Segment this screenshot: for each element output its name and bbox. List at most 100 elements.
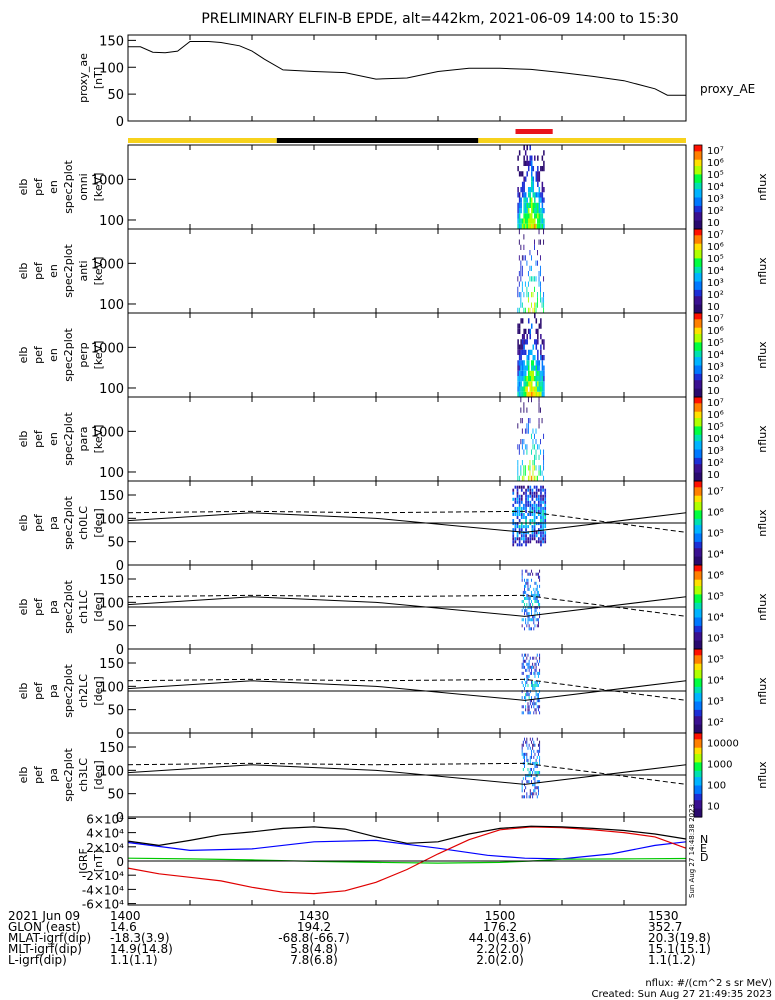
elb_pef_en_spec2plot_anti-pixel [517, 292, 519, 298]
elb_pef_pa_spec2plot_ch2LC-colorbar-cell [694, 691, 702, 694]
elb_pef_en_spec2plot_anti-pixel [534, 307, 535, 313]
elb_pef_pa_spec2plot_ch1LC-pixel [537, 618, 539, 622]
elb_pef_en_spec2plot_perp-pixel [529, 381, 531, 387]
elb_pef_pa_spec2plot_ch1LC-colorbar-tick: 10⁵ [707, 592, 724, 603]
elb_pef_pa_spec2plot_ch0LC-pixel [523, 534, 525, 538]
elb_pef_en_spec2plot_omni-ylabel-line: en [47, 180, 60, 194]
elb_pef_pa_spec2plot_ch0LC-pixel [518, 512, 521, 516]
elb_pef_en_spec2plot_anti-pixel [529, 276, 531, 282]
proxy-ae-legend: proxy_AE [700, 82, 755, 96]
elb_pef_en_spec2plot_omni-pixel [520, 218, 522, 224]
elb_pef_en_spec2plot_anti-pixel [524, 255, 526, 261]
elb_pef_en_spec2plot_omni-pixel [535, 171, 538, 177]
elb_pef_en_spec2plot_perp-colorbar-cell [694, 348, 702, 352]
elb_pef_en_spec2plot_perp-colorbar-cell [694, 363, 702, 367]
elb_pef_pa_spec2plot_ch0LC-pixel [531, 525, 534, 529]
elb_pef_en_spec2plot_para-colorbar-cell [694, 468, 702, 472]
elb_pef_pa_spec2plot_ch0LC-ytick-label: 150 [99, 489, 124, 504]
elb_pef_en_spec2plot_omni-pixel [541, 181, 544, 187]
elb_pef_en_spec2plot_omni-pixel [531, 155, 533, 161]
elb_pef_pa_spec2plot_ch1LC-pixel [534, 615, 536, 619]
elb_pef_pa_spec2plot_ch0LC-pixel [537, 512, 540, 516]
elb_pef_pa_spec2plot_ch3LC-colorbar-cell [694, 777, 702, 780]
elb_pef_pa_spec2plot_ch0LC-pixel [512, 488, 515, 492]
elb_pef_pa_spec2plot_ch2LC-colorbar-cell [694, 703, 702, 707]
elb_pef_en_spec2plot_perp-pixel [518, 355, 521, 361]
elb_pef_en_spec2plot_para-ytick-label: 1000 [91, 425, 124, 440]
elb_pef_en_spec2plot_anti-colorbar-tick: 10³ [707, 278, 724, 289]
elb_pef_en_spec2plot_anti-pixel [538, 281, 540, 287]
elb_pef_pa_spec2plot_ch0LC-pixel [537, 506, 540, 510]
elb_pef_en_spec2plot_anti-colorbar-label: nflux [756, 257, 769, 285]
elb_pef_en_spec2plot_para-pixel [527, 428, 529, 434]
elb_pef_en_spec2plot_para-pixel [541, 470, 543, 476]
elb_pef_en_spec2plot_perp-pixel [518, 323, 521, 329]
elb_pef_pa_spec2plot_ch3LC-pixel [529, 768, 531, 772]
elb_pef_pa_spec2plot_ch1LC-pixel [524, 612, 525, 616]
elb_pef_pa_spec2plot_ch2LC-colorbar-cell [694, 651, 702, 654]
elb_pef_en_spec2plot_para-pixel [526, 449, 528, 455]
elb_pef_en_spec2plot_para-colorbar-cell [694, 432, 702, 436]
elb_pef_pa_spec2plot_ch3LC-pixel [521, 789, 523, 793]
elb_pef_pa_spec2plot_ch0LC-pixel [540, 528, 542, 532]
elb_pef_en_spec2plot_para-pixel [521, 444, 523, 450]
elb_pef_en_spec2plot_omni-colorbar-tick: 10 [707, 218, 720, 229]
elb_pef_pa_spec2plot_ch3LC-pixel [521, 780, 523, 784]
elb_pef_en_spec2plot_anti-pixel [538, 271, 540, 277]
elb_pef_en_spec2plot_anti-colorbar-cell [694, 264, 702, 268]
elb_pef_en_spec2plot_omni-pixel [517, 155, 519, 161]
elb_pef_en_spec2plot_para-pixel [521, 428, 523, 434]
elb_pef_pa_spec2plot_ch2LC-pixel [537, 699, 539, 703]
elb_pef_en_spec2plot_perp-pixel [517, 349, 519, 355]
elb_pef_pa_spec2plot_ch2LC-pixel [533, 687, 535, 691]
elb_pef_pa_spec2plot_ch0LC-pixel [520, 525, 523, 529]
elb_pef_pa_spec2plot_ch0LC-pixel [512, 522, 515, 526]
elb_pef_en_spec2plot_anti-ylabel-line: spec2plot [62, 244, 75, 298]
elb_pef_pa_spec2plot_ch2LC-pixel [531, 699, 532, 703]
elb_pef_pa_spec2plot_ch0LC-pixel [533, 512, 536, 516]
elb_pef_pa_spec2plot_ch0LC-pixel [516, 543, 519, 547]
elb_pef_pa_spec2plot_ch0LC-pixel [540, 540, 542, 544]
elb_pef_pa_spec2plot_ch0LC-pixel [529, 485, 532, 489]
elb_pef_pa_spec2plot_ch0LC-pixel [525, 519, 527, 523]
elb_pef_pa_spec2plot_ch0LC-pixel [525, 494, 527, 498]
elb_pef_en_spec2plot_perp-pixel [537, 370, 539, 376]
elb_pef_en_spec2plot_perp-pixel [518, 376, 521, 382]
elb_pef_en_spec2plot_omni-pixel [541, 202, 544, 208]
elb_pef_en_spec2plot_para-ylabel-line: [keV] [92, 425, 105, 454]
elb_pef_en_spec2plot_omni-pixel [521, 187, 524, 193]
elb_pef_pa_spec2plot_ch0LC-pixel [544, 500, 547, 504]
elb_pef_en_spec2plot_perp-pixel [523, 381, 525, 387]
elb_pef_pa_spec2plot_ch0LC-colorbar-tick: 10⁷ [707, 487, 724, 498]
elb_pef_en_spec2plot_perp-pixel [523, 360, 525, 366]
elb_pef_en_spec2plot_para-pixel [532, 465, 534, 471]
elb_pef_pa_spec2plot_ch0LC-colorbar-cell [694, 529, 702, 532]
elb_pef_pa_spec2plot_ch3LC-pixel [525, 777, 527, 781]
elb_pef_pa_spec2plot_ch0LC-pixel [523, 525, 525, 529]
elb_pef_en_spec2plot_perp-pixel [517, 365, 519, 371]
elb_pef_pa_spec2plot_ch1LC-pixel [524, 587, 525, 591]
elb_pef_pa_spec2plot_ch1LC-pixel [532, 593, 534, 597]
elb_pef_en_spec2plot_perp-pixel [529, 334, 531, 340]
elb_pef_pa_spec2plot_ch2LC-pixel [534, 671, 536, 675]
elb_pef_pa_spec2plot_ch2LC-ylabel-line: pef [32, 681, 45, 700]
elb_pef_en_spec2plot_anti-colorbar-cell [694, 273, 702, 276]
elb_pef_en_spec2plot_omni-ylabel-line: omni [77, 173, 90, 200]
elb_pef_pa_spec2plot_ch3LC-pixel [525, 786, 527, 790]
elb_pef_en_spec2plot_omni-pixel [531, 202, 533, 208]
elb_pef_en_spec2plot_omni-colorbar-cell [694, 208, 702, 211]
elb_pef_pa_spec2plot_ch0LC-pixel [525, 525, 527, 529]
elb_pef_pa_spec2plot_ch1LC-pixel [526, 596, 528, 600]
elb_pef_pa_spec2plot_ch2LC-colorbar-cell [694, 670, 702, 673]
elb_pef_pa_spec2plot_ch1LC-colorbar-tick: 10⁴ [707, 613, 724, 624]
elb_pef_pa_spec2plot_ch1LC-pixel [521, 575, 523, 579]
elb_pef_pa_spec2plot_ch0LC-pixel [535, 522, 538, 526]
elb_pef_en_spec2plot_omni-pixel [523, 176, 525, 182]
elb_pef_pa_spec2plot_ch1LC-pixel [536, 624, 538, 628]
elb_pef_pa_spec2plot_ch3LC-colorbar-cell [694, 781, 702, 784]
elb_pef_en_spec2plot_perp-pixel [532, 355, 535, 361]
elb_pef_pa_spec2plot_ch3LC-pixel [535, 771, 537, 775]
elb_pef_en_spec2plot_anti-pixel [529, 265, 531, 271]
elb_pef_pa_spec2plot_ch0LC-colorbar-cell [694, 502, 702, 505]
elb_pef_en_spec2plot_perp-pixel [535, 386, 538, 392]
